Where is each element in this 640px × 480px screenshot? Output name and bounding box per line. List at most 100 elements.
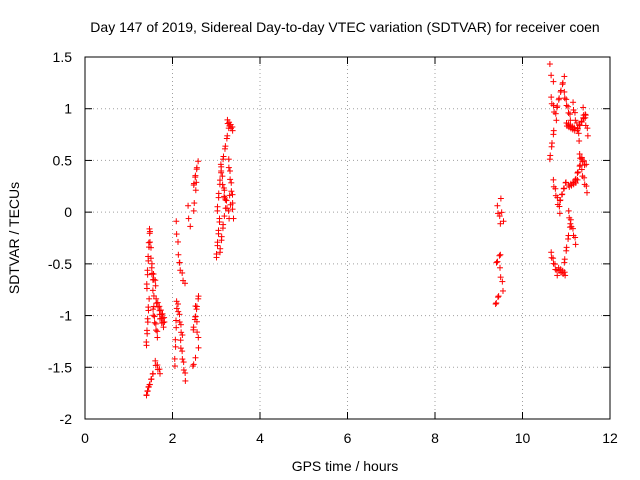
data-point [583, 161, 590, 168]
data-point [581, 174, 588, 181]
data-point [153, 300, 160, 307]
data-point [182, 369, 189, 376]
data-point [583, 183, 590, 190]
data-point [556, 203, 563, 210]
data-point [193, 318, 200, 325]
data-point [179, 269, 186, 276]
data-point [144, 267, 151, 274]
data-point [182, 280, 189, 287]
x-tick-label: 4 [256, 430, 264, 446]
data-point [561, 73, 568, 80]
data-points [143, 61, 591, 399]
data-point [215, 227, 222, 234]
data-point [216, 177, 223, 184]
data-point [154, 303, 161, 310]
data-point [224, 132, 231, 139]
data-point [146, 295, 153, 302]
data-point [548, 72, 555, 79]
data-point [582, 114, 589, 121]
data-point [191, 200, 198, 207]
data-point [227, 201, 234, 208]
data-point [193, 179, 200, 186]
data-point [575, 169, 582, 176]
data-point [229, 127, 236, 134]
data-point [576, 151, 583, 158]
data-point [160, 324, 167, 331]
data-point [550, 78, 557, 85]
data-point [583, 189, 590, 196]
data-point [499, 287, 506, 294]
y-tick-label: -0.5 [48, 256, 72, 272]
data-point [143, 281, 150, 288]
data-point [569, 225, 576, 232]
data-point [179, 332, 186, 339]
data-point [559, 191, 566, 198]
data-point [551, 261, 558, 268]
x-axis-label: GPS time / hours [292, 458, 399, 474]
data-point [194, 329, 201, 336]
data-point [559, 79, 566, 86]
data-point [552, 185, 559, 192]
data-point [565, 103, 572, 110]
data-point [146, 225, 153, 232]
data-point [175, 251, 182, 258]
data-point [144, 388, 151, 395]
data-point [173, 298, 180, 305]
data-point [173, 218, 180, 225]
data-point [223, 197, 230, 204]
y-tick-label: 1 [64, 101, 72, 117]
data-point [221, 187, 228, 194]
data-point [146, 381, 153, 388]
data-point [147, 228, 154, 235]
data-point [156, 366, 163, 373]
data-point [176, 259, 183, 266]
data-point [148, 376, 155, 383]
data-point [570, 106, 577, 113]
data-point [152, 357, 159, 364]
y-tick-label: -1.5 [48, 359, 72, 375]
data-point [154, 362, 161, 369]
data-point [192, 303, 199, 310]
data-point [151, 319, 158, 326]
data-point [213, 251, 220, 258]
data-point [227, 176, 234, 183]
data-point [195, 344, 202, 351]
data-point [584, 125, 591, 132]
data-point [195, 158, 202, 165]
x-tick-label: 10 [515, 430, 531, 446]
data-point [214, 239, 221, 246]
data-point [171, 355, 178, 362]
data-point [190, 361, 197, 368]
data-point [143, 339, 150, 346]
y-tick-label: 0 [64, 204, 72, 220]
data-point [496, 213, 503, 220]
data-point [175, 300, 182, 307]
data-point [565, 207, 572, 214]
y-tick-label: -1 [60, 308, 73, 324]
data-point [570, 99, 577, 106]
data-point [558, 87, 565, 94]
data-point [581, 157, 588, 164]
data-point [148, 264, 155, 271]
data-point [552, 110, 559, 117]
data-point [574, 169, 581, 176]
data-point [562, 272, 569, 279]
x-tick-label: 0 [81, 430, 89, 446]
data-point [497, 274, 504, 281]
data-point [180, 359, 187, 366]
data-point [145, 304, 152, 311]
data-point [143, 392, 150, 399]
data-point [147, 255, 154, 262]
y-tick-label: 0.5 [53, 152, 73, 168]
data-point [556, 95, 563, 102]
data-point [563, 102, 570, 109]
data-point [574, 125, 581, 132]
data-point [557, 197, 564, 204]
data-point [192, 313, 199, 320]
data-point [492, 300, 499, 307]
data-point [175, 238, 182, 245]
data-point [216, 215, 223, 222]
data-point [221, 213, 228, 220]
data-point [152, 327, 159, 334]
data-point [220, 153, 227, 160]
